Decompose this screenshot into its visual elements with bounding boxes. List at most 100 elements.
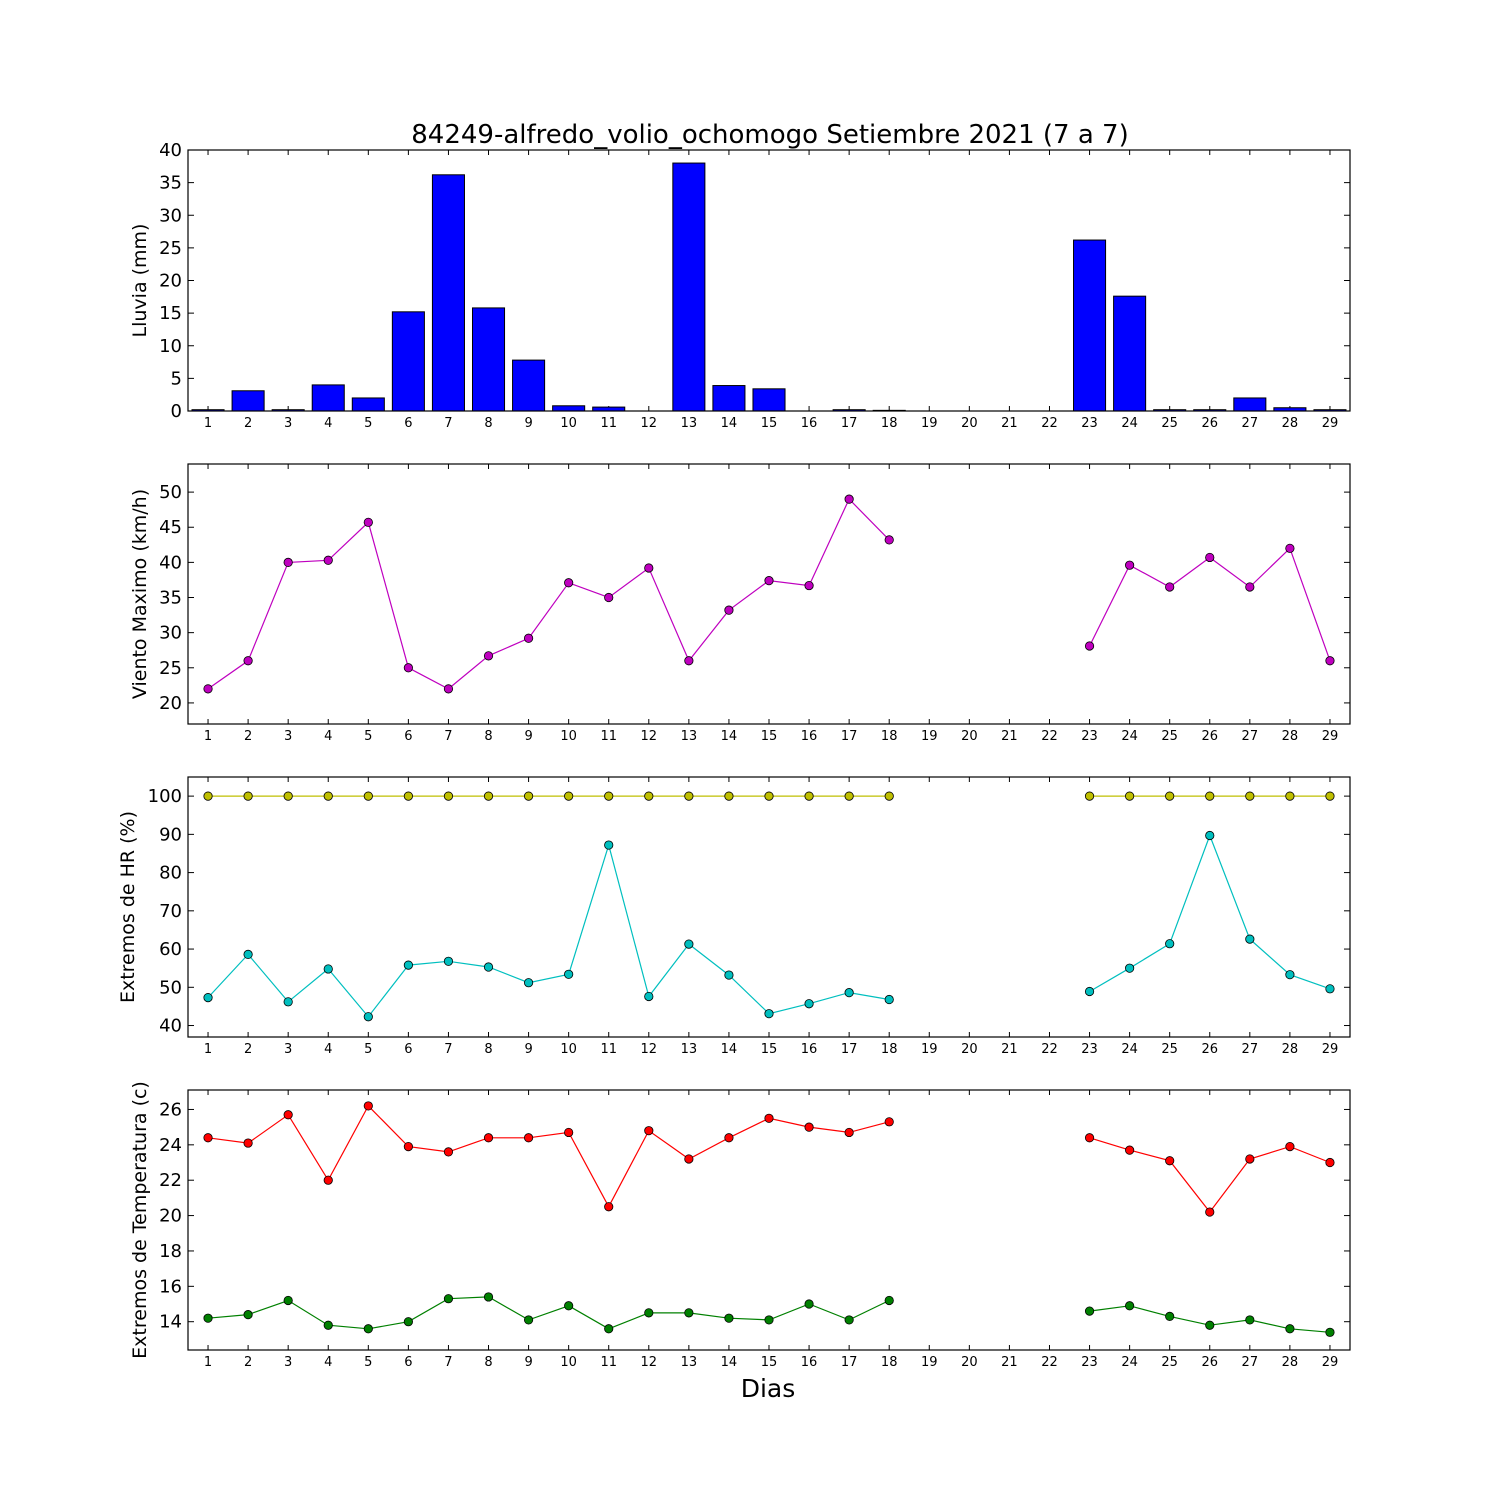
rain-xtick-label: 22	[1041, 416, 1058, 431]
humidity-point	[443, 956, 454, 966]
humidity-point	[1165, 939, 1175, 949]
wind-point	[764, 576, 774, 586]
wind-point	[523, 633, 534, 643]
wind-ytick-label: 45	[159, 517, 182, 538]
temperature-point	[483, 1292, 494, 1302]
rain-xtick-label: 15	[761, 416, 778, 431]
wind-point	[1205, 552, 1215, 563]
humidity-point	[323, 791, 333, 801]
humidity-point	[604, 791, 614, 801]
rain-xtick-label: 16	[801, 416, 818, 431]
rain-xtick-label: 13	[681, 416, 698, 431]
humidity-xtick-label: 10	[560, 1042, 577, 1057]
rain-bar	[471, 307, 506, 412]
rain-xtick-label: 28	[1282, 416, 1299, 431]
temperature-point	[604, 1324, 614, 1334]
wind-xtick-label: 3	[284, 729, 292, 744]
rain-ytick-label: 10	[159, 336, 182, 357]
humidity-xtick-label: 3	[284, 1042, 292, 1057]
humidity-point	[844, 988, 854, 998]
temperature-xtick-label: 22	[1041, 1355, 1058, 1370]
wind-point	[804, 580, 814, 591]
humidity-xtick-label: 16	[801, 1042, 818, 1057]
wind-point	[1325, 656, 1335, 666]
temperature-point	[724, 1133, 734, 1143]
wind-point	[363, 517, 373, 527]
humidity-xtick-label: 6	[404, 1042, 412, 1057]
rain-bar	[552, 405, 586, 412]
temperature-ytick-label: 18	[159, 1241, 182, 1262]
humidity-point	[203, 993, 213, 1003]
rain-axes-frame	[187, 149, 1351, 412]
humidity-point	[1325, 791, 1335, 801]
rain-ytick-label: 15	[159, 303, 182, 324]
rain-xtick-label: 21	[1001, 416, 1018, 431]
humidity-point	[804, 791, 814, 801]
rain-bar	[1113, 295, 1147, 412]
rain-bar	[1073, 239, 1107, 412]
wind-xtick-label: 14	[721, 729, 738, 744]
wind-xtick-label: 22	[1041, 729, 1058, 744]
humidity-xtick-label: 19	[921, 1042, 938, 1057]
humidity-series-line	[207, 842, 890, 1018]
wind-ytick-label: 35	[159, 588, 182, 609]
humidity-xtick-label: 28	[1282, 1042, 1299, 1057]
humidity-point	[724, 970, 734, 980]
humidity-point	[724, 791, 734, 801]
rain-xtick-label: 4	[324, 416, 332, 431]
temperature-point	[443, 1294, 454, 1304]
humidity-point	[283, 791, 293, 801]
temperature-point	[1125, 1301, 1135, 1311]
rain-xtick-label: 26	[1201, 416, 1218, 431]
rain-xtick-label: 19	[921, 416, 938, 431]
humidity-xtick-label: 25	[1161, 1042, 1178, 1057]
wind-axes-frame	[187, 463, 1351, 725]
wind-point	[644, 563, 654, 573]
humidity-ytick-label: 90	[159, 824, 182, 845]
wind-xtick-label: 13	[681, 729, 698, 744]
humidity-point	[483, 791, 494, 801]
wind-ytick-label: 30	[159, 623, 182, 644]
humidity-xtick-label: 15	[761, 1042, 778, 1057]
temperature-xtick-label: 2	[244, 1355, 252, 1370]
temperature-xtick-label: 7	[444, 1355, 452, 1370]
wind-xtick-label: 7	[444, 729, 452, 744]
rain-ytick-label: 40	[159, 140, 182, 161]
humidity-point	[1165, 791, 1175, 801]
humidity-ytick-label: 50	[159, 977, 182, 998]
temperature-point	[844, 1315, 854, 1325]
humidity-point	[564, 791, 574, 801]
humidity-point	[644, 991, 654, 1002]
wind-point	[724, 605, 734, 615]
humidity-xtick-label: 12	[641, 1042, 658, 1057]
humidity-point	[1325, 984, 1335, 994]
wind-xtick-label: 29	[1322, 729, 1339, 744]
wind-xtick-label: 20	[961, 729, 978, 744]
rain-bar	[311, 384, 345, 412]
wind-point	[403, 663, 413, 673]
humidity-ytick-label: 60	[159, 939, 182, 960]
humidity-xtick-label: 21	[1001, 1042, 1018, 1057]
temperature-xtick-label: 27	[1242, 1355, 1259, 1370]
temperature-point	[203, 1133, 213, 1143]
humidity-point	[243, 949, 253, 960]
wind-xtick-label: 6	[404, 729, 412, 744]
temperature-xtick-label: 5	[364, 1355, 372, 1370]
temperature-point	[724, 1313, 734, 1323]
wind-xtick-label: 27	[1242, 729, 1259, 744]
wind-point	[884, 535, 894, 545]
wind-xtick-label: 5	[364, 729, 372, 744]
temperature-xtick-label: 12	[641, 1355, 658, 1370]
temperature-series-line	[207, 1104, 890, 1208]
temperature-xtick-label: 26	[1201, 1355, 1218, 1370]
rain-xtick-label: 20	[961, 416, 978, 431]
temperature-xtick-label: 15	[761, 1355, 778, 1370]
wind-point	[1125, 560, 1135, 570]
rain-xtick-label: 27	[1242, 416, 1259, 431]
humidity-point	[1125, 791, 1135, 801]
temperature-xtick-label: 13	[681, 1355, 698, 1370]
humidity-xtick-label: 5	[364, 1042, 372, 1057]
rain-bar	[712, 385, 746, 412]
